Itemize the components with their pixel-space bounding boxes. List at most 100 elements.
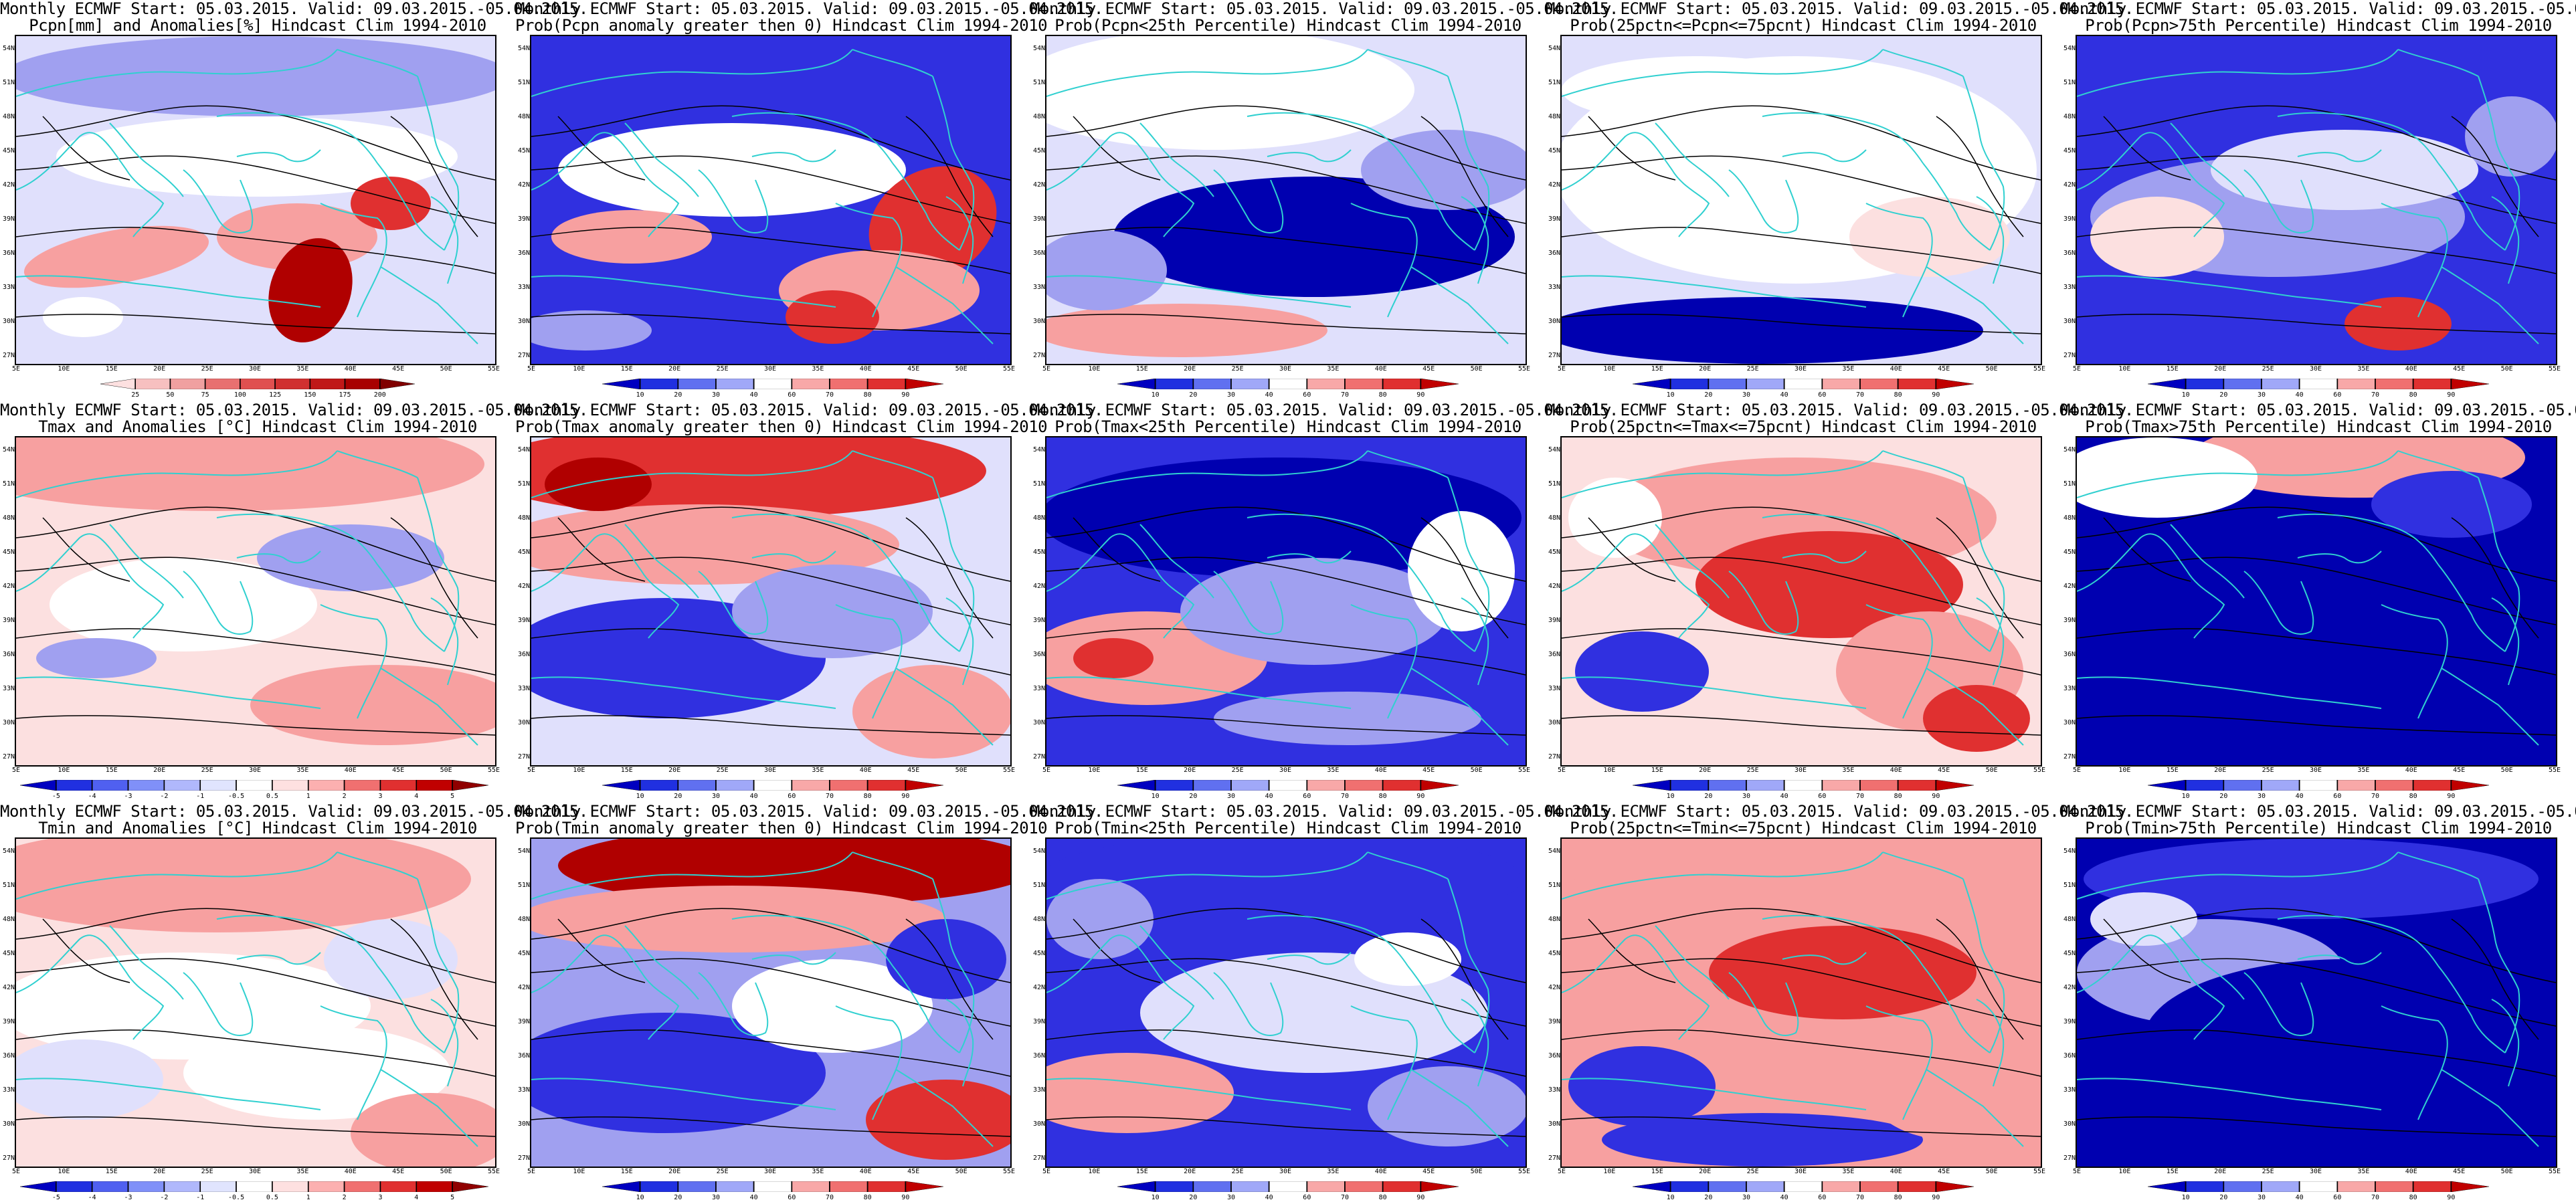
longitude-tick-label: 45E	[392, 365, 405, 373]
longitude-tick-label: 50E	[440, 365, 452, 373]
colorbar-segment	[866, 1181, 907, 1192]
coastline-border	[1046, 450, 1368, 498]
colorbar-segment	[452, 1181, 488, 1192]
latitude-tick-label: 27N	[1032, 1155, 1045, 1162]
anomaly-field-shade	[1575, 631, 1709, 712]
latitude-tick-label: 39N	[1032, 215, 1045, 223]
coastline-border	[2297, 952, 2382, 965]
colorbar-segment	[1420, 780, 1459, 791]
colorbar-segment	[1708, 1181, 1747, 1192]
latitude-tick-label: 39N	[2, 1018, 15, 1025]
colorbar-tick-label: 80	[1894, 793, 1902, 800]
colorbar-tick-label: 70	[2371, 1194, 2380, 1201]
longitude-tick-label: 20E	[1184, 365, 1196, 373]
anomaly-field-shade	[531, 1013, 826, 1133]
coastline-border	[1447, 76, 1490, 251]
colorbar-tick-label: 30	[1742, 1194, 1751, 1201]
longitude-tick-label: 5E	[527, 767, 536, 774]
latitude-tick-label: 42N	[1032, 984, 1045, 991]
coastline-border	[1655, 122, 1730, 197]
colorbar	[1117, 780, 1459, 791]
anomaly-field-shade	[558, 123, 906, 217]
climatology-contour	[1046, 105, 1526, 181]
climatology-contour	[2451, 918, 2539, 1040]
anomaly-field-shade	[36, 638, 157, 678]
latitude-tick-label: 36N	[1032, 1052, 1045, 1060]
longitude-tick-label: 35E	[2357, 365, 2370, 373]
coastline-border	[16, 934, 165, 1040]
longitude-tick-label: 15E	[2166, 767, 2179, 774]
latitude-tick-label: 54N	[2063, 847, 2076, 855]
colorbar-tick-label: 60	[788, 793, 796, 800]
coastline-border	[531, 1078, 836, 1110]
longitude-tick-label: 30E	[248, 365, 262, 373]
map-area	[1045, 35, 1527, 365]
climatology-contour	[2077, 958, 2556, 1027]
colorbar-tick-label: 90	[1932, 793, 1940, 800]
colorbar-segment	[272, 780, 309, 791]
coastline-border	[2077, 934, 2225, 1040]
colorbar-segment	[2450, 780, 2489, 791]
climatology-contour	[1420, 918, 1509, 1040]
coastline-border	[16, 851, 338, 900]
colorbar-tick-label: 60	[1818, 793, 1827, 800]
colorbar-tick-label: 90	[2447, 1194, 2456, 1201]
climatology-contour	[557, 517, 646, 582]
coastline-border	[1267, 952, 1352, 965]
colorbar-tick-label: 150	[304, 391, 316, 399]
anomaly-field-shade	[1073, 638, 1154, 678]
colorbar-segment	[1859, 1181, 1899, 1192]
colorbar-tick-label: 1	[306, 793, 310, 800]
longitude-tick-label: 40E	[1890, 365, 1902, 373]
colorbar-segment	[91, 780, 129, 791]
colorbar-tick-label: 40	[1265, 1194, 1273, 1201]
colorbar-segment	[20, 780, 57, 791]
colorbar-tick-label: 40	[1780, 391, 1788, 399]
coastline-border	[417, 477, 460, 652]
coastline-border	[731, 112, 893, 164]
longitude-tick-label: 15E	[620, 365, 633, 373]
colorbar-segment	[91, 1181, 129, 1192]
colorbar	[1633, 780, 1974, 791]
colorbar-segment	[2412, 1181, 2452, 1192]
coastline-border	[1762, 513, 1924, 565]
latitude-tick-label: 36N	[2, 1052, 15, 1060]
longitude-tick-label: 50E	[440, 767, 452, 774]
colorbar-tick-label: 20	[1189, 1194, 1198, 1201]
latitude-tick-label: 51N	[1032, 79, 1045, 86]
colorbar-tick-label: 20	[2219, 793, 2228, 800]
longitude-tick-label: 30E	[2309, 1168, 2322, 1175]
coastline-border	[377, 564, 445, 652]
coastline-border	[1046, 676, 1352, 709]
colorbar-tick-label: -4	[88, 1194, 96, 1201]
coastline-border	[1367, 851, 1449, 880]
colorbar-segment	[1344, 1181, 1384, 1192]
colorbar-segment	[163, 1181, 201, 1192]
climatology-contour	[1562, 628, 2041, 676]
coastline-border	[2397, 851, 2479, 880]
colorbar-segment	[344, 379, 381, 389]
latitude-tick-label: 27N	[2063, 352, 2076, 359]
longitude-tick-label: 5E	[1557, 365, 1566, 373]
coastline-border	[2441, 266, 2539, 344]
coastline-border	[1762, 914, 1924, 967]
latitude-tick-label: 54N	[1548, 847, 1560, 855]
latitude-tick-label: 51N	[2, 480, 15, 488]
latitude-tick-label: 36N	[1548, 249, 1560, 257]
coastline-border	[2478, 76, 2520, 251]
anomaly-field-shade	[1368, 1066, 1526, 1146]
climatology-contour	[1046, 628, 1526, 676]
colorbar-tick-label: -1	[196, 793, 205, 800]
climatology-contour	[1420, 517, 1509, 639]
colorbar-tick-label: 40	[1780, 1194, 1788, 1201]
longitude-tick-label: 35E	[2357, 767, 2370, 774]
colorbar-segment	[1306, 379, 1346, 389]
latitude-tick-label: 36N	[2063, 1052, 2076, 1060]
colorbar-tick-label: 3	[378, 1194, 383, 1201]
colorbar-segment	[1382, 1181, 1422, 1192]
colorbar	[20, 1181, 488, 1192]
coastline-border	[430, 597, 459, 686]
longitude-tick-label: 45E	[2453, 767, 2466, 774]
colorbar-segment	[2375, 379, 2414, 389]
coastline-border	[531, 533, 680, 639]
